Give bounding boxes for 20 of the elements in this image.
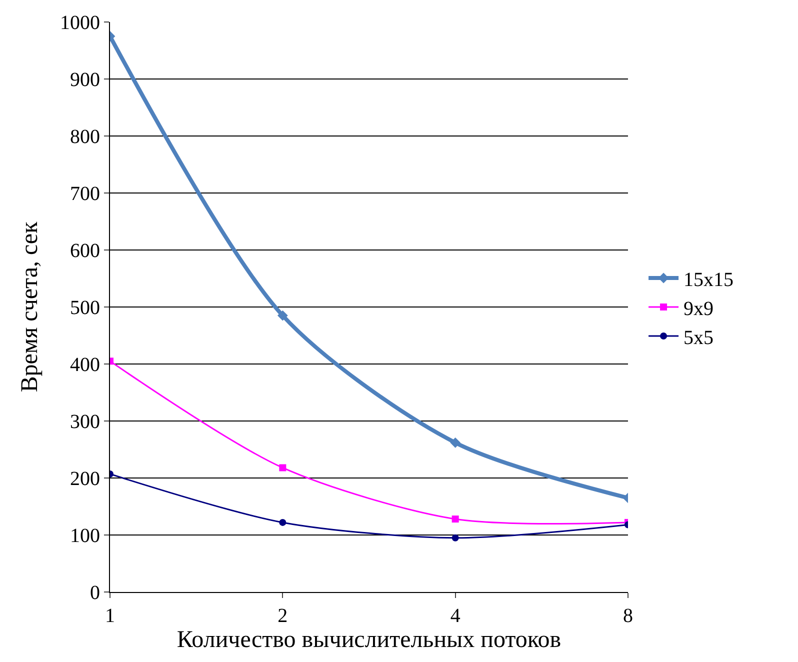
y-tick-label: 700 xyxy=(70,183,100,205)
x-tick-label: 2 xyxy=(278,605,288,627)
y-tick-label: 100 xyxy=(70,525,100,547)
legend-label: 15x15 xyxy=(684,268,734,291)
x-tick-label: 8 xyxy=(623,605,633,627)
y-axis-title: Время счета, сек xyxy=(17,221,44,392)
y-tick-label: 600 xyxy=(70,240,100,262)
y-tick-label: 900 xyxy=(70,69,100,91)
y-tick-label: 500 xyxy=(70,297,100,319)
y-tick-label: 200 xyxy=(70,468,100,490)
x-axis-title: Количество вычислительных потоков xyxy=(176,627,562,653)
y-tick-label: 400 xyxy=(70,354,100,376)
x-tick-label: 4 xyxy=(450,605,460,627)
y-tick-label: 800 xyxy=(70,126,100,148)
x-tick-label: 1 xyxy=(105,605,115,627)
y-tick-label: 0 xyxy=(90,582,100,604)
legend-label: 5x5 xyxy=(684,326,714,349)
legend-label: 9x9 xyxy=(684,298,714,320)
y-tick-label: 1000 xyxy=(60,12,100,34)
y-tick-label: 300 xyxy=(70,411,100,433)
